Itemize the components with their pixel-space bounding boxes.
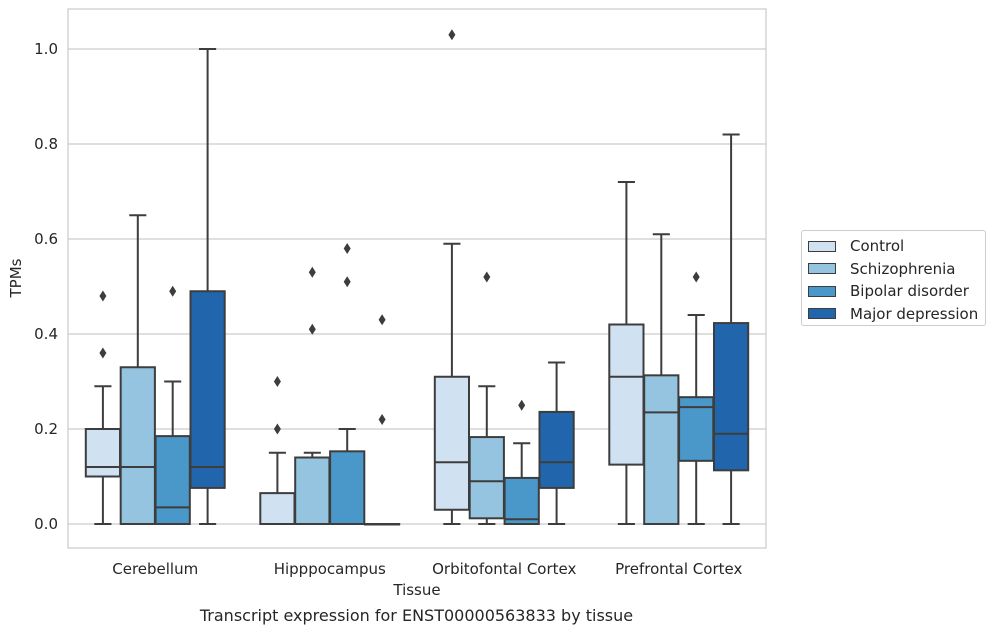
outlier	[169, 285, 177, 297]
legend-label: Major depression	[850, 304, 979, 323]
box	[294, 456, 331, 525]
legend: Control Schizophrenia Bipolar disorder Majo…	[801, 230, 986, 326]
x-tick-label: Prefrontal Cortex	[615, 560, 742, 578]
box	[608, 323, 645, 466]
box	[119, 366, 156, 525]
box	[503, 476, 540, 525]
plot-frame	[67, 8, 767, 549]
legend-label: Schizophrenia	[850, 259, 956, 278]
box	[84, 428, 122, 478]
x-axis-label: Tissue	[392, 581, 440, 599]
box-schizophrenia	[119, 214, 156, 525]
y-tick-label: 0.0	[34, 515, 58, 533]
outlier	[692, 271, 700, 283]
chart-caption: Transcript expression for ENST0000056383…	[199, 606, 634, 625]
legend-label: Control	[850, 237, 905, 256]
legend-label: Bipolar disorder	[850, 282, 969, 301]
outlier	[378, 414, 386, 425]
box-control	[259, 376, 296, 525]
legend-item: Schizophrenia	[808, 258, 979, 281]
y-tick-label: 0.2	[34, 420, 58, 438]
box-bipolar-disorder	[678, 271, 715, 525]
box-schizophrenia	[643, 233, 680, 526]
y-tick-labels: 0.0 0.2 0.4 0.6 0.8 1.0	[34, 40, 58, 533]
box-bipolar-disorder	[503, 399, 540, 525]
x-tick-label: Cerebellum	[112, 560, 198, 578]
box-major-depression	[712, 133, 750, 525]
box-schizophrenia	[468, 271, 505, 525]
outlier	[308, 323, 316, 335]
box-major-depression	[189, 48, 226, 525]
outlier	[273, 376, 281, 387]
box	[433, 375, 471, 511]
box-major-depression	[538, 361, 575, 525]
x-tick-labels: Cerebellum Hipppocampus Orbitofontal Corte…	[112, 560, 742, 578]
box-bipolar-disorder	[154, 285, 191, 525]
outlier	[378, 314, 386, 326]
y-axis-label: TPMs	[7, 258, 25, 298]
box-bipolar-disorder	[329, 243, 366, 526]
box	[468, 436, 505, 520]
outlier	[308, 266, 316, 278]
legend-swatch	[808, 285, 836, 297]
box-control	[433, 29, 471, 525]
box	[154, 435, 191, 525]
y-tick-label: 0.8	[34, 135, 58, 153]
box-control	[84, 290, 122, 525]
outlier	[273, 423, 281, 435]
outlier	[518, 399, 526, 411]
outlier	[99, 290, 107, 302]
outlier	[343, 243, 351, 254]
legend-item: Major depression	[808, 303, 979, 326]
legend-item: Control	[808, 235, 979, 258]
box	[189, 290, 226, 489]
box	[329, 450, 366, 526]
box-plots	[84, 29, 750, 526]
box	[643, 374, 680, 526]
box	[712, 322, 750, 472]
box-control	[608, 181, 645, 525]
outlier	[343, 276, 351, 288]
outlier	[483, 271, 491, 283]
y-tick-label: 0.6	[34, 230, 58, 248]
y-tick-label: 1.0	[34, 40, 58, 58]
legend-item: Bipolar disorder	[808, 280, 979, 303]
box	[538, 410, 575, 489]
legend-swatch	[808, 263, 836, 275]
outlier	[448, 29, 456, 41]
y-tick-label: 0.4	[34, 325, 58, 343]
box-major-depression	[363, 314, 401, 526]
legend-swatch	[808, 308, 836, 320]
x-tick-label: Orbitofontal Cortex	[432, 560, 576, 578]
x-tick-label: Hipppocampus	[274, 560, 386, 578]
box-schizophrenia	[294, 266, 331, 525]
box	[259, 492, 296, 525]
legend-swatch	[808, 240, 836, 252]
outlier	[99, 347, 107, 359]
